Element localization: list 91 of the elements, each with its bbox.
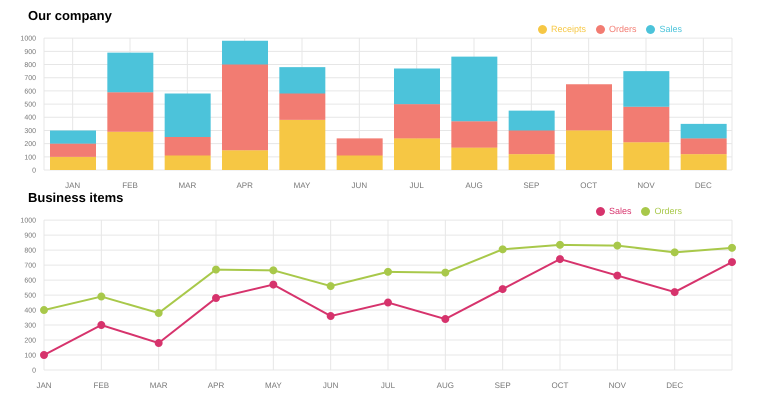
point — [498, 245, 507, 254]
x-tick-label: SEP — [494, 381, 511, 390]
legend-label: Sales — [659, 24, 682, 34]
x-tick-label: JUN — [352, 181, 368, 190]
x-tick-label: FEB — [122, 181, 138, 190]
x-tick-label: AUG — [436, 381, 454, 390]
bar — [107, 52, 154, 92]
bar — [336, 138, 383, 156]
bar — [50, 130, 96, 144]
point — [670, 288, 679, 296]
bar — [107, 132, 154, 170]
bar — [107, 92, 154, 132]
bar — [508, 154, 555, 170]
bar — [394, 104, 440, 138]
bar — [279, 120, 326, 170]
bar — [508, 130, 555, 154]
bar — [50, 156, 96, 170]
bar — [680, 154, 727, 170]
point — [40, 306, 48, 314]
point — [212, 294, 220, 302]
bar — [50, 144, 96, 157]
x-tick-label: OCT — [552, 381, 569, 390]
bar — [680, 124, 727, 138]
bar — [451, 148, 498, 170]
bar — [222, 64, 268, 150]
point — [670, 248, 679, 256]
x-tick-label: JUL — [380, 381, 396, 390]
x-tick-label: JUN — [322, 381, 339, 390]
point — [212, 266, 220, 274]
x-tick-label: SEP — [523, 181, 540, 190]
bar — [164, 94, 211, 138]
bar — [623, 106, 670, 142]
point — [326, 312, 335, 320]
x-tick-label: JUL — [410, 181, 424, 190]
legend-label: Sales — [608, 206, 632, 216]
x-tick-label: NOV — [608, 381, 627, 390]
bar — [222, 40, 268, 64]
bar — [566, 84, 612, 130]
bar — [222, 150, 268, 170]
bar — [164, 155, 211, 170]
bar — [394, 138, 440, 170]
bar — [566, 130, 612, 170]
legend-label: Receipts — [550, 24, 586, 34]
x-tick-label: DEC — [666, 381, 684, 390]
point — [498, 285, 507, 294]
bar — [623, 71, 670, 107]
bar — [279, 94, 326, 120]
legend-label: Orders — [654, 206, 682, 216]
x-tick-label: MAY — [294, 181, 312, 190]
point — [728, 258, 736, 266]
x-tick-label: APR — [208, 381, 224, 390]
point — [441, 315, 450, 324]
x-tick-label: NOV — [637, 181, 656, 190]
bar — [680, 138, 727, 154]
point — [326, 282, 335, 290]
bar — [623, 142, 670, 170]
point — [154, 309, 163, 318]
x-tick-label: JAN — [65, 181, 80, 190]
point — [269, 280, 278, 289]
x-tick-label: APR — [236, 181, 254, 190]
point — [384, 298, 392, 307]
chart-title: Our company — [27, 8, 113, 24]
point — [269, 266, 278, 274]
x-tick-label: AUG — [465, 181, 483, 190]
x-tick-label: MAY — [264, 381, 282, 390]
bar — [164, 137, 211, 156]
bar — [451, 121, 498, 148]
point — [613, 242, 622, 250]
x-tick-label: DEC — [694, 181, 712, 190]
point — [154, 339, 163, 348]
legend-label: Orders — [608, 24, 636, 34]
point — [97, 292, 106, 301]
bar — [508, 110, 555, 130]
x-tick-label: OCT — [580, 181, 598, 190]
point — [613, 272, 622, 280]
x-tick-label: MAR — [150, 381, 168, 390]
x-tick-label: MAR — [178, 181, 196, 190]
point — [40, 351, 48, 360]
point — [556, 240, 564, 249]
x-tick-label: FEB — [94, 381, 110, 390]
bar — [451, 56, 498, 122]
x-tick-label: JAN — [36, 381, 52, 390]
point — [441, 268, 450, 277]
bar — [394, 68, 440, 104]
point — [97, 321, 106, 330]
point — [384, 268, 392, 276]
point — [556, 255, 564, 264]
bar — [279, 67, 326, 94]
point — [728, 244, 736, 252]
bar — [336, 155, 383, 170]
chart-title: Business items — [27, 190, 124, 206]
